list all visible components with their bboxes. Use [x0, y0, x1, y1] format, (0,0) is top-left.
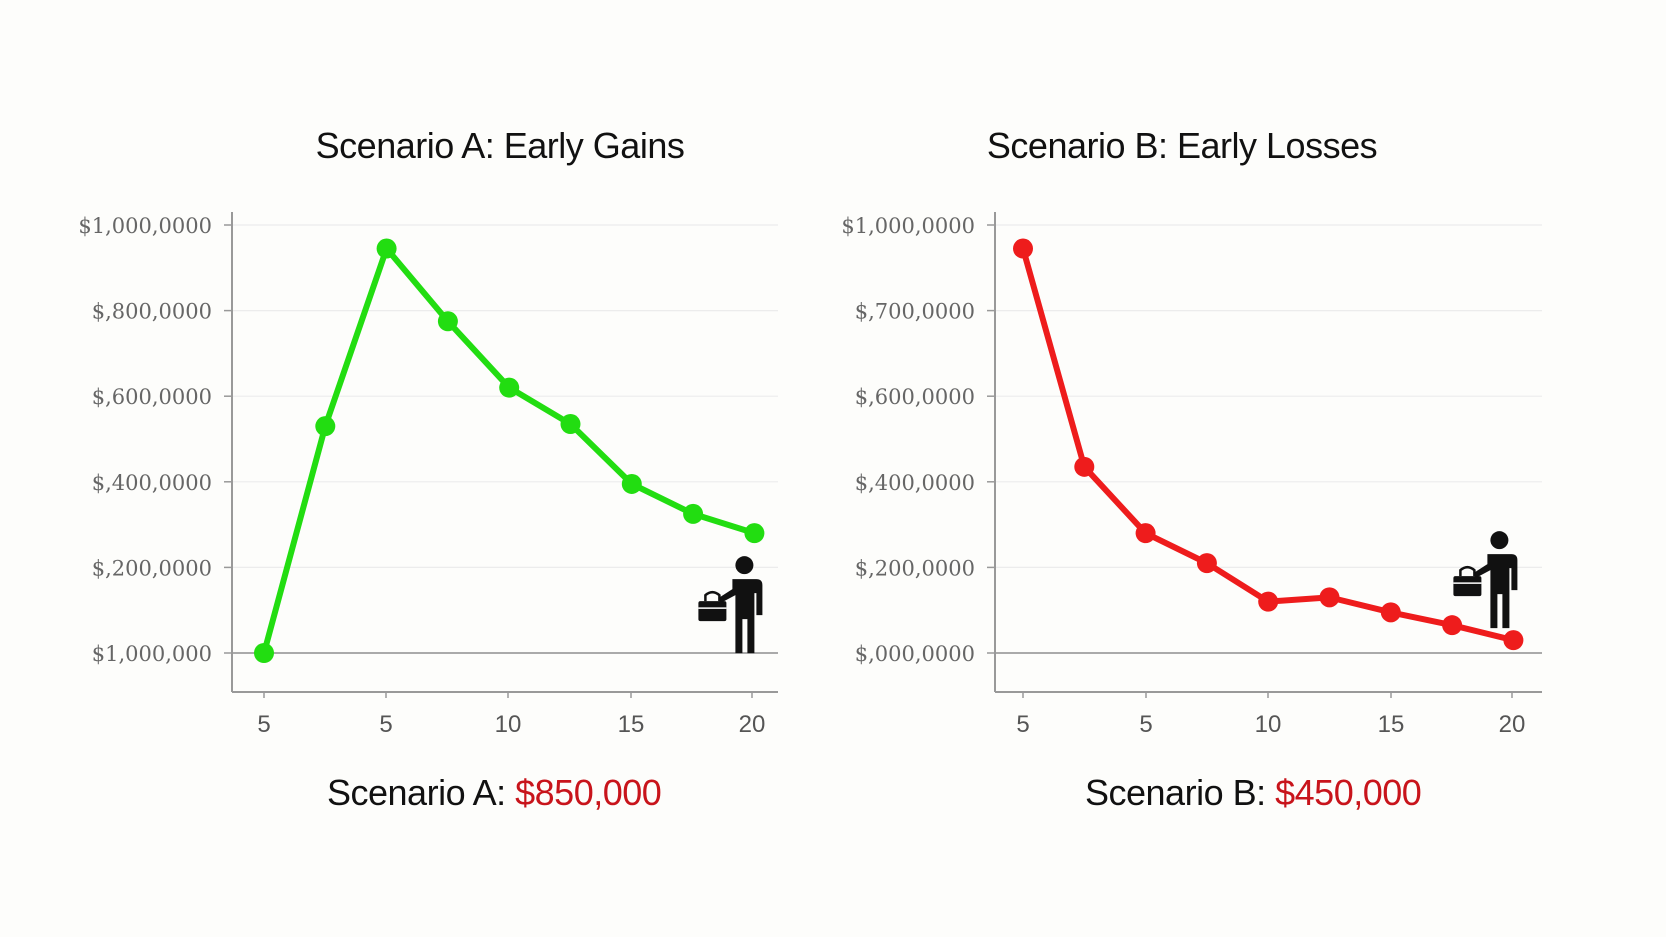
briefcase-handle	[704, 590, 721, 602]
y-tick-label: $,600,0000	[855, 385, 975, 409]
data-point	[1013, 238, 1033, 259]
data-point	[376, 238, 397, 259]
data-point	[683, 503, 704, 524]
person-with-briefcase-icon	[698, 556, 763, 654]
x-tick-label: 5	[1139, 711, 1152, 738]
y-tick-label: $1,000,0000	[78, 214, 212, 238]
data-point	[1503, 630, 1524, 651]
x-tick-label: 5	[257, 711, 270, 738]
data-point	[254, 643, 274, 663]
result-summary: Scenario B: $450,000	[1085, 772, 1422, 814]
x-tick-label: 20	[1499, 711, 1526, 738]
data-point	[1135, 523, 1156, 544]
data-point	[499, 377, 520, 398]
result-label: Scenario A:	[327, 772, 506, 813]
x-tick-label: 5	[1016, 711, 1029, 738]
x-tick-label: 15	[618, 711, 645, 738]
data-point	[315, 416, 336, 437]
y-tick-label: $,400,0000	[855, 471, 975, 495]
x-tick-label: 15	[1378, 711, 1405, 738]
x-tick-label: 10	[1255, 711, 1282, 738]
result-label: Scenario B:	[1085, 772, 1266, 813]
line-chart-scenario-b: $1,000,0000 $,700,0000 $,600,0000 $,400,000…	[841, 212, 1542, 738]
y-tick-label: $1,000,0000	[841, 214, 975, 238]
y-tick-label: $,000,0000	[855, 642, 975, 666]
y-tick-label: $,600,0000	[92, 385, 212, 409]
x-tick-label: 5	[379, 711, 392, 738]
chart-panel-scenario-a: Scenario A: Early Gains $1,000,0000 $,800…	[78, 125, 778, 814]
y-tick-label: $,400,0000	[92, 471, 212, 495]
y-tick-label: $1,000,000	[92, 642, 212, 666]
data-point	[1380, 602, 1401, 623]
chart-title: Scenario B: Early Losses	[986, 125, 1378, 166]
data-point	[437, 311, 458, 332]
y-tick-label: $,800,0000	[92, 300, 212, 324]
result-summary: Scenario A: $850,000	[327, 772, 662, 814]
briefcase	[698, 601, 727, 622]
briefcase-handle	[1459, 565, 1476, 577]
y-tick-label: $,200,0000	[92, 556, 212, 580]
result-amount: $450,000	[1275, 772, 1422, 813]
result-amount: $850,000	[515, 772, 662, 813]
chart-panel-scenario-b: Scenario B: Early Losses $1,000,0000 $,70…	[760, 0, 1593, 937]
data-point	[744, 523, 765, 544]
chart-title: Scenario A: Early Gains	[315, 125, 685, 166]
data-point	[560, 414, 581, 435]
y-tick-label: $,200,0000	[855, 556, 975, 580]
data-point	[1196, 553, 1217, 574]
x-tick-label: 20	[739, 711, 766, 738]
line-chart-scenario-a: $1,000,0000 $,800,0000 $,600,0000 $,400,000…	[78, 212, 778, 738]
person-head	[1490, 531, 1509, 550]
x-tick-label: 10	[495, 711, 522, 738]
person-head	[735, 556, 754, 575]
data-point	[1319, 587, 1340, 608]
series-line	[261, 245, 758, 656]
y-tick-label: $,700,0000	[855, 300, 975, 324]
series-line	[1020, 245, 1517, 644]
data-point	[621, 473, 642, 494]
data-point	[1258, 591, 1279, 612]
person-body	[718, 579, 763, 654]
data-point	[1442, 615, 1463, 636]
person-with-briefcase-icon	[1453, 531, 1518, 629]
data-point	[1074, 456, 1095, 477]
briefcase	[1453, 576, 1482, 597]
person-body	[1473, 554, 1518, 629]
